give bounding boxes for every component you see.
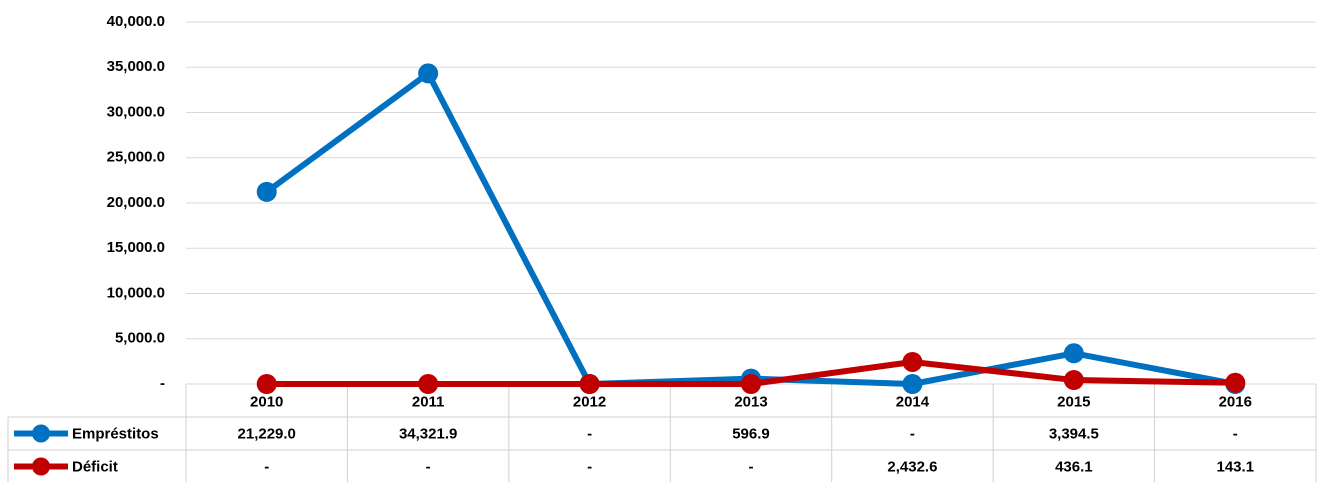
point [1063,343,1084,364]
table-value: - [587,458,592,475]
legend-marker [32,457,50,476]
x-tick-label: 2013 [734,393,767,410]
point [741,374,761,394]
y-tick-label: 5,000.0 [115,330,165,347]
table-value: - [426,458,431,475]
y-tick-label: 10,000.0 [107,284,165,301]
x-tick-label: 2011 [412,393,445,410]
y-tick-label: - [160,375,165,392]
table-value: - [910,425,915,442]
table-value: 2,432.6 [887,458,937,475]
x-tick-label: 2010 [250,393,283,410]
y-tick-label: 15,000.0 [107,239,165,256]
x-tick-label: 2015 [1057,393,1090,410]
table-value: 21,229.0 [238,425,296,442]
point [1225,372,1246,393]
table-value: - [749,458,754,475]
point [256,374,277,394]
point [902,351,923,372]
table-value: 596.9 [732,425,770,442]
series-line [264,70,1236,387]
point [902,374,923,394]
table-value: - [1233,425,1238,442]
point [1063,370,1084,391]
legend-marker [32,424,50,443]
table-value: 3,394.5 [1049,425,1099,442]
table-value: 436.1 [1055,458,1093,475]
y-tick-label: 35,000.0 [107,58,165,75]
table-value: - [587,425,592,442]
legend-label: Déficit [72,458,118,475]
point [256,181,277,202]
point [579,374,600,394]
y-tick-label: 30,000.0 [107,103,165,120]
x-tick-label: 2012 [573,393,606,410]
table-value: 34,321.9 [399,425,457,442]
point [418,63,439,84]
y-tick-label: 40,000.0 [107,13,165,30]
x-tick-label: 2014 [896,393,930,410]
y-tick-label: 20,000.0 [107,194,165,211]
x-tick-label: 2016 [1219,393,1252,410]
y-tick-label: 25,000.0 [107,149,165,166]
table-value: - [264,458,269,475]
table-value: 143.1 [1217,458,1255,475]
legend-label: Empréstitos [72,425,159,442]
point [418,374,439,394]
